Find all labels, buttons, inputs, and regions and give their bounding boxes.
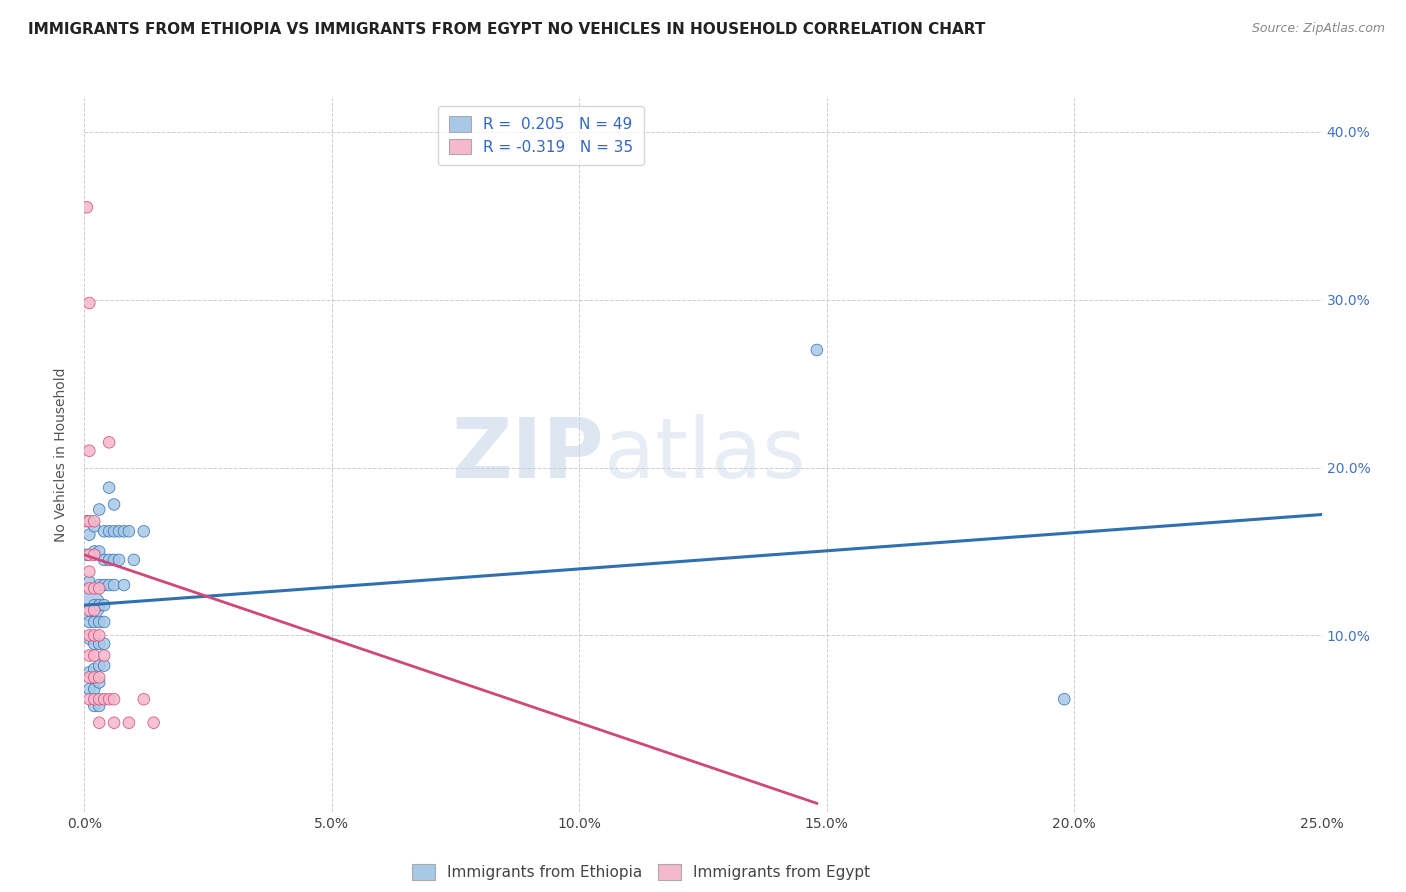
Legend: Immigrants from Ethiopia, Immigrants from Egypt: Immigrants from Ethiopia, Immigrants fro… — [406, 858, 876, 886]
Point — [79, 598, 101, 612]
Point — [83, 670, 105, 684]
Point — [83, 628, 105, 642]
Point — [93, 692, 115, 706]
Point — [79, 514, 101, 528]
Point — [83, 648, 105, 663]
Point — [112, 524, 135, 539]
Point — [83, 519, 105, 533]
Point — [103, 692, 125, 706]
Point — [83, 603, 105, 617]
Point — [79, 665, 101, 680]
Point — [79, 574, 101, 589]
Text: ZIP: ZIP — [451, 415, 605, 495]
Point — [79, 628, 101, 642]
Point — [79, 443, 101, 458]
Point — [93, 615, 115, 629]
Point — [79, 527, 101, 541]
Point — [83, 637, 105, 651]
Point — [89, 578, 111, 592]
Point — [83, 514, 105, 528]
Point — [79, 615, 101, 629]
Point — [93, 637, 115, 651]
Point — [108, 524, 131, 539]
Point — [89, 658, 111, 673]
Point — [118, 524, 141, 539]
Point — [1053, 692, 1076, 706]
Point — [79, 670, 101, 684]
Point — [89, 502, 111, 516]
Point — [89, 670, 111, 684]
Text: IMMIGRANTS FROM ETHIOPIA VS IMMIGRANTS FROM EGYPT NO VEHICLES IN HOUSEHOLD CORRE: IMMIGRANTS FROM ETHIOPIA VS IMMIGRANTS F… — [28, 22, 986, 37]
Point — [83, 615, 105, 629]
Point — [89, 615, 111, 629]
Point — [76, 200, 98, 214]
Point — [76, 514, 98, 528]
Point — [83, 544, 105, 558]
Point — [76, 548, 98, 562]
Point — [79, 682, 101, 697]
Point — [89, 698, 111, 713]
Point — [79, 548, 101, 562]
Point — [93, 578, 115, 592]
Y-axis label: No Vehicles in Household: No Vehicles in Household — [55, 368, 69, 542]
Point — [93, 598, 115, 612]
Point — [103, 553, 125, 567]
Text: Source: ZipAtlas.com: Source: ZipAtlas.com — [1251, 22, 1385, 36]
Point — [112, 578, 135, 592]
Point — [122, 553, 145, 567]
Point — [83, 662, 105, 676]
Point — [118, 715, 141, 730]
Point — [103, 715, 125, 730]
Point — [89, 628, 111, 642]
Point — [83, 682, 105, 697]
Point — [93, 524, 115, 539]
Point — [806, 343, 828, 357]
Point — [89, 544, 111, 558]
Point — [108, 553, 131, 567]
Point — [103, 524, 125, 539]
Point — [83, 598, 105, 612]
Point — [98, 481, 121, 495]
Point — [83, 548, 105, 562]
Point — [98, 435, 121, 450]
Point — [89, 637, 111, 651]
Point — [79, 692, 101, 706]
Point — [79, 632, 101, 646]
Point — [89, 582, 111, 596]
Point — [83, 692, 105, 706]
Point — [98, 692, 121, 706]
Point — [103, 498, 125, 512]
Point — [98, 578, 121, 592]
Point — [79, 648, 101, 663]
Point — [93, 553, 115, 567]
Point — [132, 692, 155, 706]
Point — [103, 578, 125, 592]
Point — [79, 582, 101, 596]
Point — [83, 698, 105, 713]
Point — [79, 296, 101, 310]
Point — [79, 603, 101, 617]
Point — [89, 598, 111, 612]
Point — [132, 524, 155, 539]
Text: atlas: atlas — [605, 415, 806, 495]
Point — [142, 715, 165, 730]
Point — [89, 675, 111, 690]
Point — [98, 524, 121, 539]
Point — [89, 715, 111, 730]
Point — [83, 582, 105, 596]
Point — [93, 648, 115, 663]
Point — [79, 565, 101, 579]
Point — [93, 658, 115, 673]
Point — [98, 553, 121, 567]
Point — [89, 692, 111, 706]
